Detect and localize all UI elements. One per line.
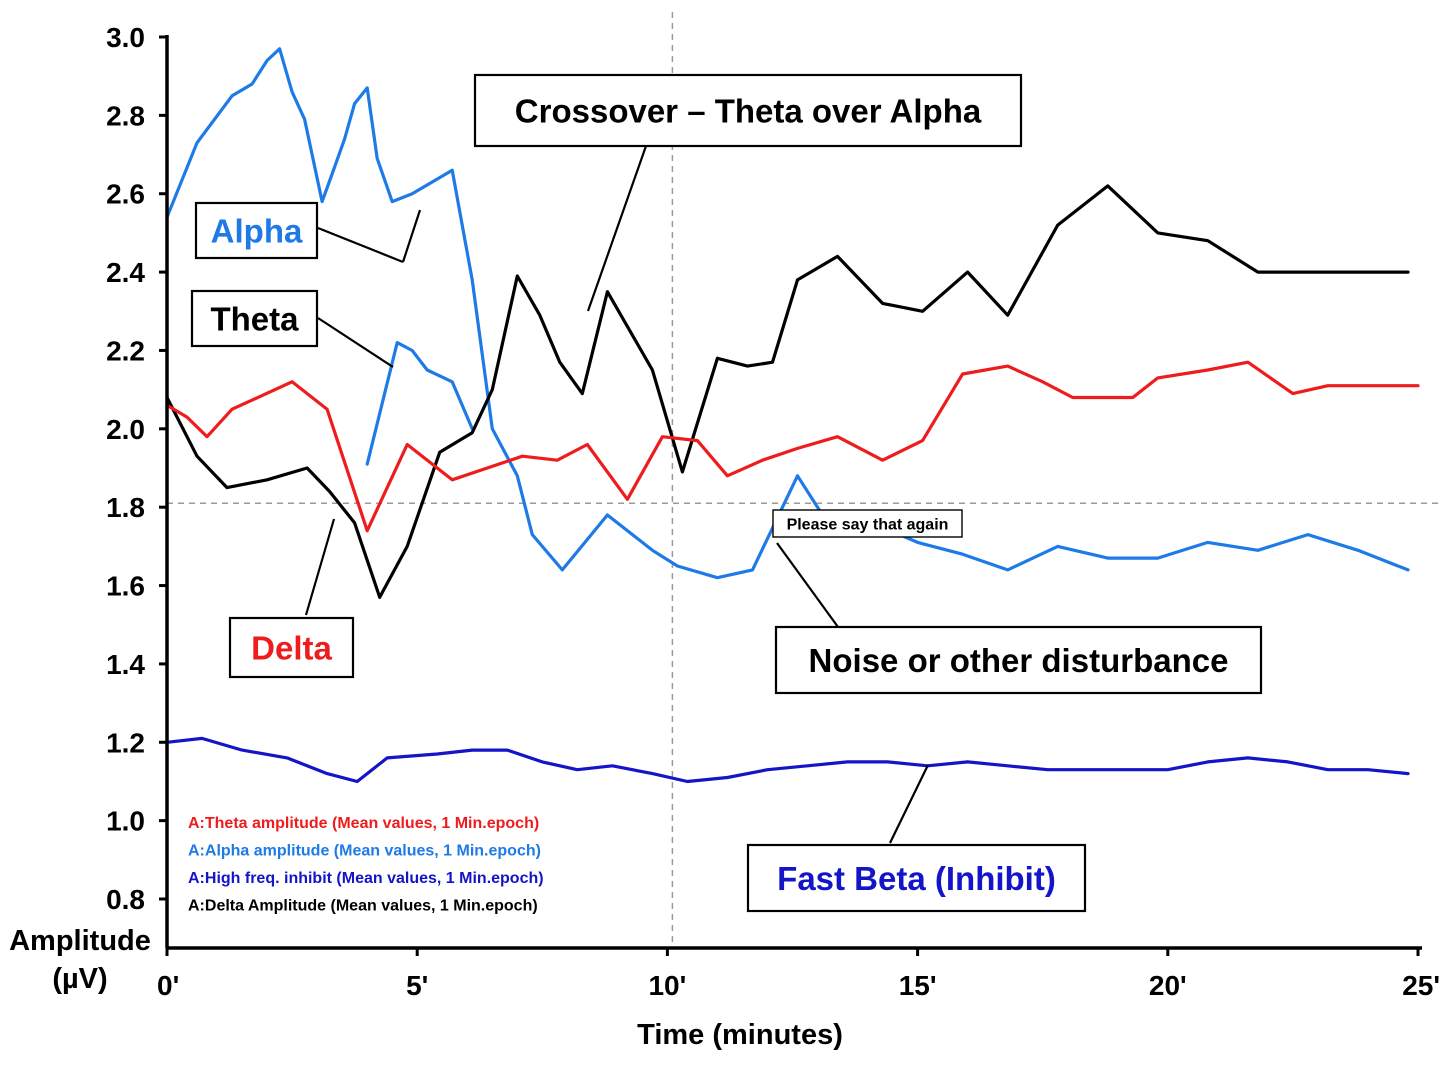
y-axis-title-line2: (µV) bbox=[52, 963, 107, 995]
leader-line-5 bbox=[776, 542, 839, 628]
legend-item-3: A:Delta Amplitude (Mean values, 1 Min.ep… bbox=[188, 898, 538, 915]
leader-line-2 bbox=[317, 317, 394, 368]
callout-delta: Delta bbox=[228, 616, 355, 679]
y-tick-label-2: 1.2 bbox=[106, 727, 145, 758]
callout-fast-beta: Fast Beta (Inhibit) bbox=[746, 843, 1087, 913]
series-line-2 bbox=[165, 184, 1410, 599]
y-tick-label-10: 2.8 bbox=[106, 100, 145, 131]
leader-line-1 bbox=[401, 209, 422, 263]
callout-delta-box bbox=[228, 616, 355, 679]
x-tick-label-2: 10' bbox=[648, 970, 686, 1001]
y-tick-label-9: 2.6 bbox=[106, 179, 145, 210]
y-tick-label-8: 2.4 bbox=[106, 257, 145, 288]
leader-line-6 bbox=[889, 764, 929, 844]
callout-crossover-text: Crossover – Theta over Alpha bbox=[515, 92, 982, 129]
legend-item-0: A:Theta amplitude (Mean values, 1 Min.ep… bbox=[188, 815, 539, 832]
y-tick-label-1: 1.0 bbox=[106, 806, 145, 837]
x-tick-label-0: 0' bbox=[157, 970, 179, 1001]
y-tick-label-4: 1.6 bbox=[106, 571, 145, 602]
y-tick-label-5: 1.8 bbox=[106, 492, 145, 523]
y-tick-label-3: 1.4 bbox=[106, 649, 145, 680]
callout-crossover-box bbox=[473, 73, 1023, 148]
callout-leader-lines bbox=[304, 145, 929, 844]
series-line-0 bbox=[165, 47, 1410, 580]
series-line-4 bbox=[165, 736, 1410, 784]
callout-theta-box bbox=[190, 289, 319, 348]
callout-say-again: Please say that again bbox=[772, 509, 963, 538]
callout-alpha: Alpha bbox=[194, 201, 319, 260]
tick-labels: 0.8 1.0 1.2 1.4 1.6 1.8 2.0 2.2 2.4 2.6 2.8 3.0 0' 5'… bbox=[106, 22, 1440, 1001]
callout-noise-box bbox=[774, 625, 1263, 695]
x-axis-title: Time (minutes) bbox=[637, 1019, 843, 1051]
callout-delta-text: Delta bbox=[251, 629, 332, 666]
callout-noise: Noise or other disturbance bbox=[774, 625, 1263, 695]
y-tick-label-0: 0.8 bbox=[106, 884, 145, 915]
legend-item-1: A:Alpha amplitude (Mean values, 1 Min.ep… bbox=[188, 843, 541, 860]
callouts: Alpha Theta Delta Crossover – Theta over Al… bbox=[190, 73, 1263, 913]
x-tick-label-1: 5' bbox=[406, 970, 428, 1001]
callout-alpha-box bbox=[194, 201, 319, 260]
callout-fast-beta-text: Fast Beta (Inhibit) bbox=[777, 860, 1056, 897]
x-tick-label-5: 25' bbox=[1402, 970, 1440, 1001]
series-line-3 bbox=[165, 360, 1420, 533]
leader-line-3 bbox=[304, 518, 336, 616]
y-tick-label-7: 2.2 bbox=[106, 335, 145, 366]
callout-noise-text: Noise or other disturbance bbox=[809, 642, 1229, 679]
legend: A:Theta amplitude (Mean values, 1 Min.ep… bbox=[188, 815, 544, 915]
callout-alpha-text: Alpha bbox=[211, 212, 303, 249]
x-tick-label-3: 15' bbox=[899, 970, 937, 1001]
axes bbox=[165, 35, 1422, 950]
leader-line-0 bbox=[317, 226, 404, 264]
callout-theta-text: Theta bbox=[210, 300, 299, 337]
legend-item-2: A:High freq. inhibit (Mean values, 1 Min… bbox=[188, 870, 544, 887]
y-axis-title-line1: Amplitude bbox=[9, 925, 151, 957]
series-line-1 bbox=[365, 341, 474, 466]
leader-line-4 bbox=[586, 145, 648, 312]
callout-crossover: Crossover – Theta over Alpha bbox=[473, 73, 1023, 148]
series-layer bbox=[165, 47, 1420, 784]
callout-fast-beta-box bbox=[746, 843, 1087, 913]
callout-say-again-box bbox=[772, 509, 963, 538]
x-tick-label-4: 20' bbox=[1149, 970, 1187, 1001]
y-tick-label-11: 3.0 bbox=[106, 22, 145, 53]
y-tick-label-6: 2.0 bbox=[106, 414, 145, 445]
reference-lines bbox=[167, 12, 1440, 948]
callout-theta: Theta bbox=[190, 289, 319, 348]
callout-say-again-text: Please say that again bbox=[787, 516, 949, 533]
